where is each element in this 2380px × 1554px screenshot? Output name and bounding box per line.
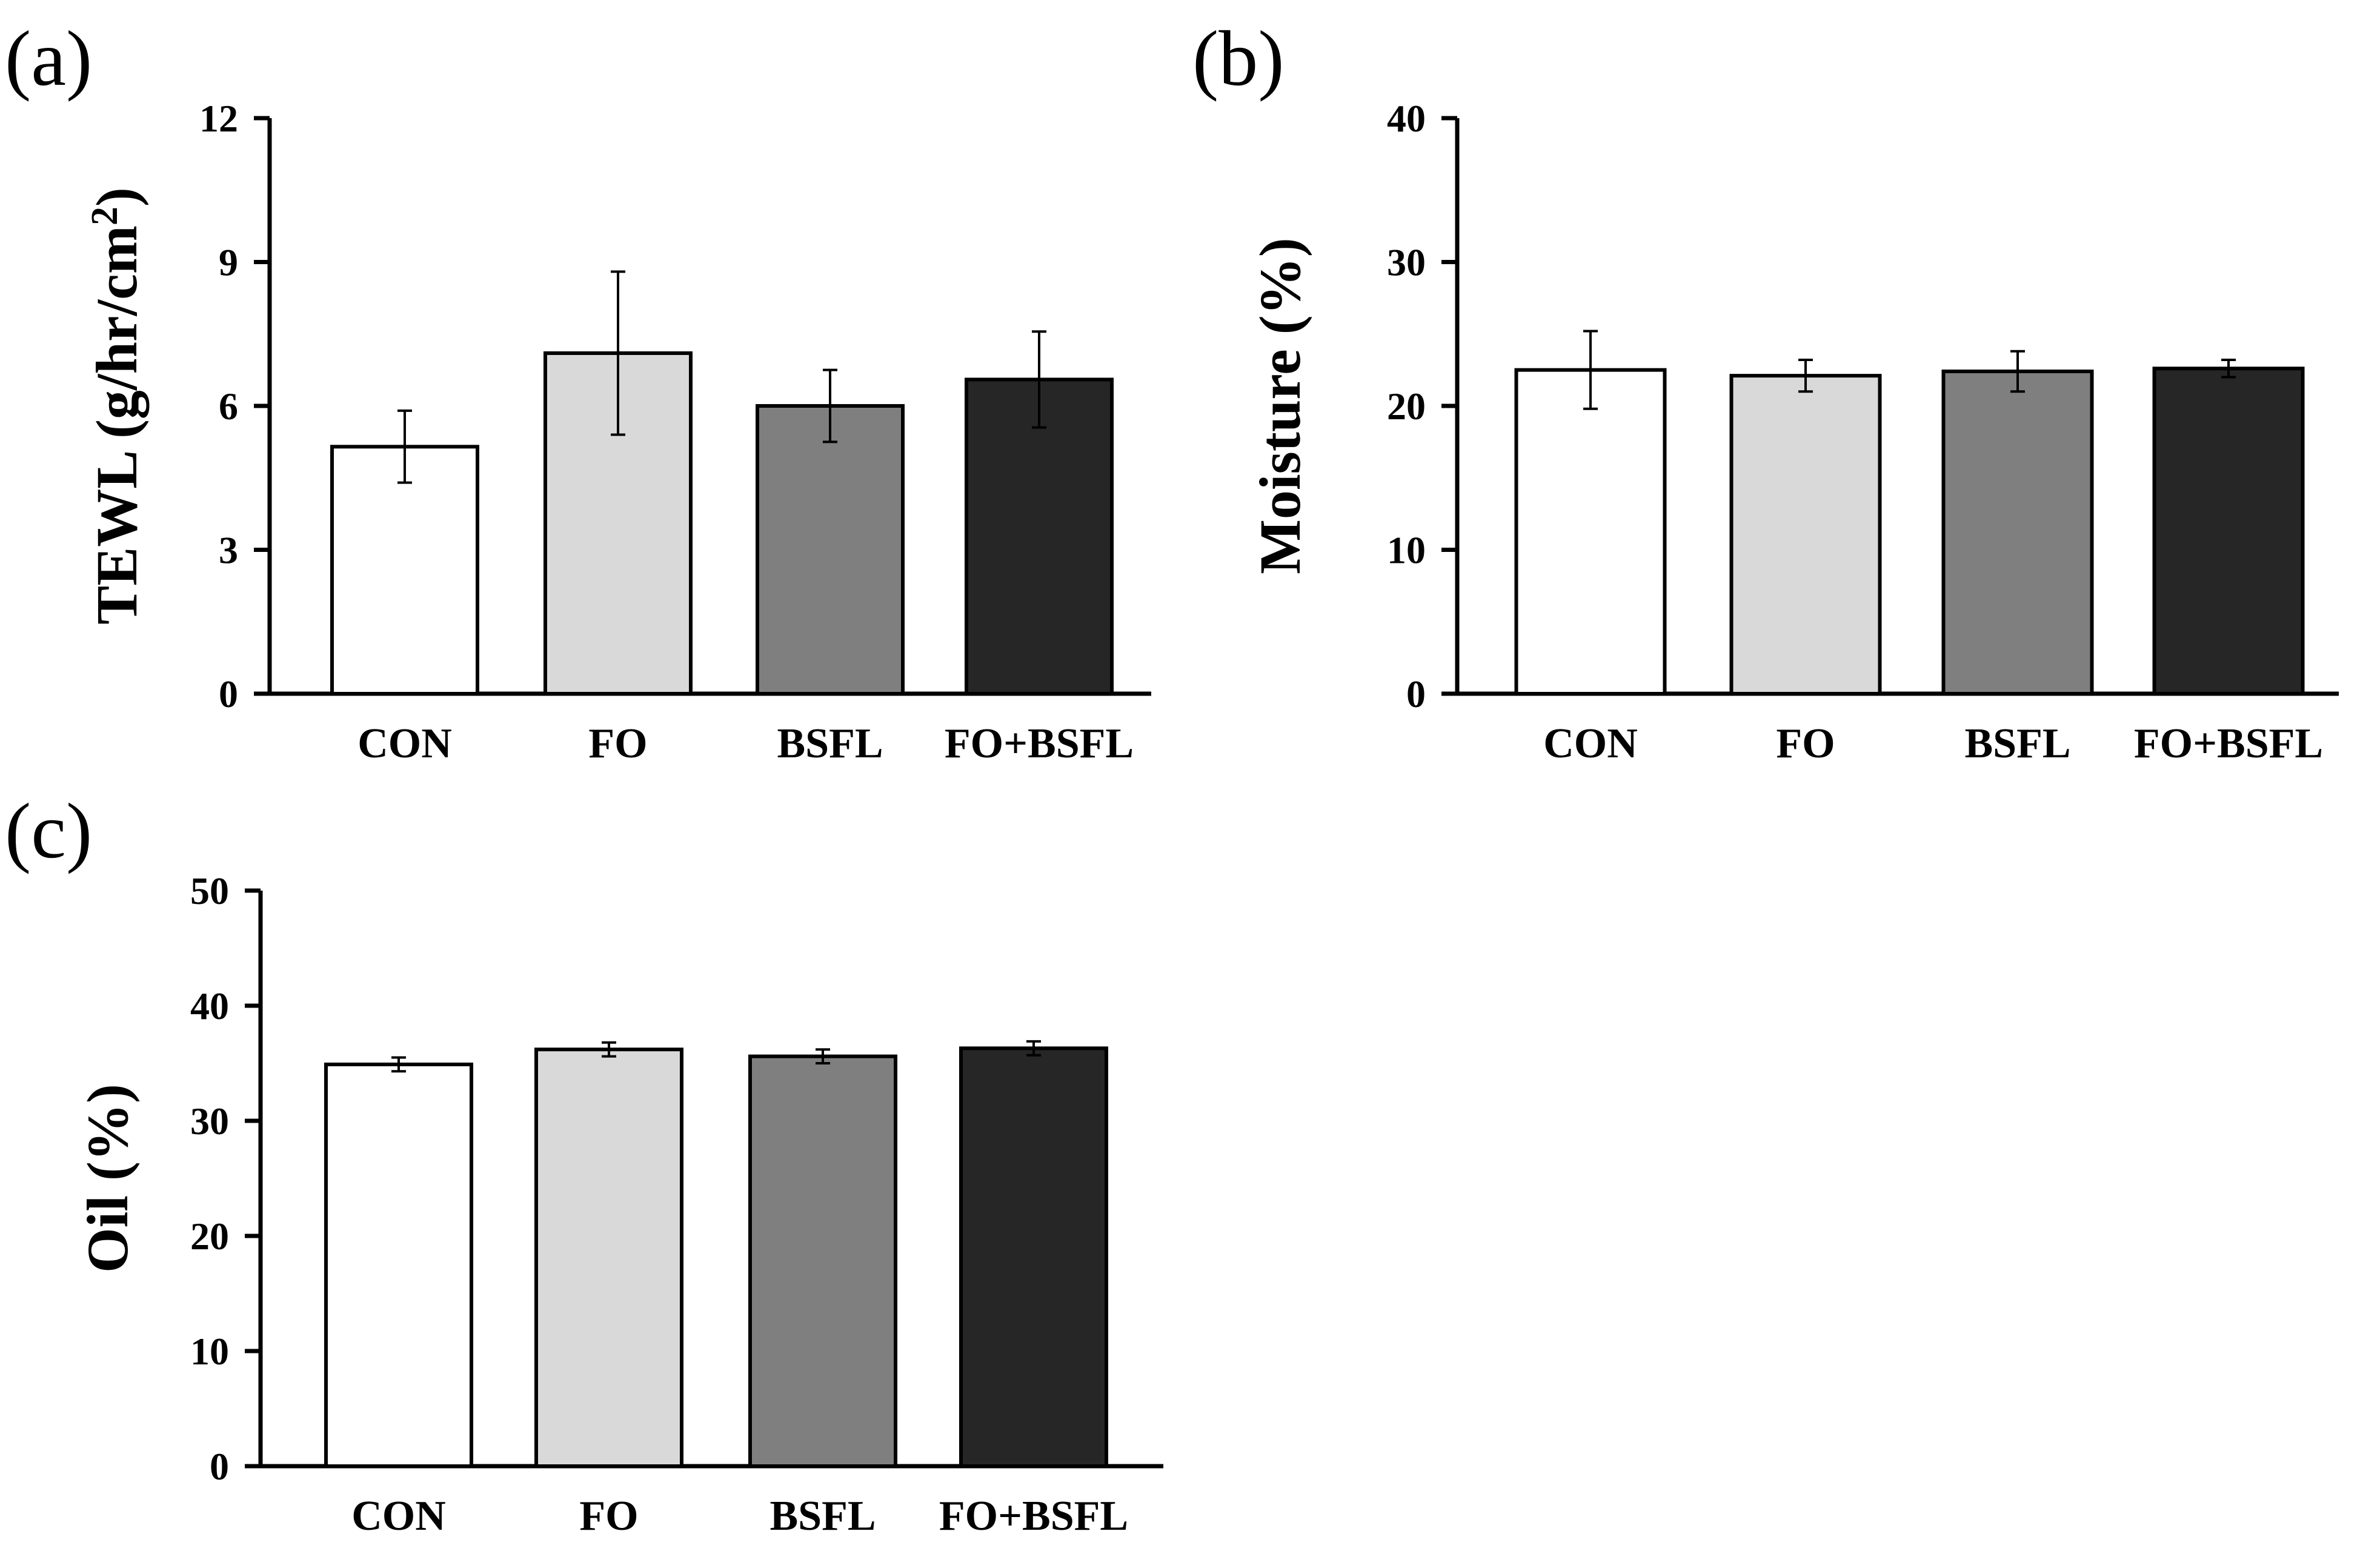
- y-tick-label: 0: [219, 672, 238, 716]
- y-tick-label: 9: [219, 241, 238, 284]
- error-bar: [391, 1056, 406, 1073]
- x-category-label: FO: [588, 720, 647, 767]
- bar-con: [1514, 368, 1667, 696]
- chart-panel-1: (b) 0 10 20 30 40 Moisture (%) CON FO BSFL FO+BSFL: [1192, 15, 2339, 767]
- chart-panel-2: (c) 0 10 20 30 40 50 Oil (%) CON FO BSFL FO+BSFL: [5, 788, 1163, 1539]
- y-axis-title: Moisture (%): [1248, 237, 1312, 574]
- x-category-label: CON: [357, 720, 452, 767]
- bar-fo-plus-bsfl: [959, 1046, 1108, 1469]
- y-tick-label: 30: [1387, 241, 1426, 284]
- y-tick-label: 20: [1387, 385, 1426, 428]
- panel-label: (c): [5, 788, 92, 875]
- error-bar: [816, 1048, 830, 1064]
- error-bar: [397, 409, 412, 484]
- x-category-label: CON: [351, 1493, 446, 1539]
- error-bar: [1032, 330, 1046, 429]
- chart-panel-0: (a) 0 3 6 9 12 TEWL (g/hr/cm2) CON FO BSFL FO+BSFL: [5, 15, 1151, 767]
- y-tick-label: 10: [1387, 529, 1426, 572]
- bar-con: [330, 445, 479, 696]
- panel-label: (b): [1192, 15, 1285, 102]
- error-bar: [602, 1041, 616, 1058]
- y-tick-label: 10: [190, 1330, 229, 1373]
- x-category-label: BSFL: [777, 720, 883, 767]
- error-bar: [611, 270, 625, 436]
- x-category-label: FO: [579, 1493, 638, 1539]
- x-category-label: BSFL: [770, 1493, 876, 1539]
- y-tick-label: 0: [210, 1445, 229, 1488]
- panel-label: (a): [5, 15, 92, 102]
- x-category-label: CON: [1543, 720, 1638, 767]
- bar-con: [324, 1062, 473, 1468]
- y-axis-title: TEWL (g/hr/cm2): [84, 187, 149, 625]
- bar-fo-plus-bsfl: [2152, 367, 2305, 696]
- x-category-label: FO+BSFL: [939, 1493, 1128, 1539]
- bar-bsfl: [748, 1054, 897, 1468]
- y-tick-label: 20: [190, 1215, 229, 1258]
- y-tick-label: 0: [1406, 672, 1426, 716]
- y-tick-label: 40: [190, 985, 229, 1028]
- x-category-label: FO: [1776, 720, 1835, 767]
- error-bar: [1026, 1040, 1041, 1057]
- y-tick-label: 12: [199, 97, 238, 140]
- error-bar: [823, 368, 837, 443]
- y-tick-label: 50: [190, 869, 229, 912]
- y-tick-label: 30: [190, 1100, 229, 1143]
- error-bar: [2221, 359, 2236, 379]
- x-category-label: FO+BSFL: [945, 720, 1134, 767]
- bar-fo: [534, 1048, 683, 1468]
- bar-fo: [1729, 374, 1882, 696]
- y-tick-label: 40: [1387, 97, 1426, 140]
- x-category-label: FO+BSFL: [2134, 720, 2323, 767]
- bar-bsfl: [756, 404, 905, 696]
- y-tick-label: 3: [219, 529, 238, 572]
- x-category-label: BSFL: [1964, 720, 2070, 767]
- bar-fo-plus-bsfl: [965, 377, 1114, 696]
- error-bar: [1798, 359, 1813, 393]
- error-bar: [1583, 330, 1598, 410]
- y-tick-label: 6: [219, 385, 238, 428]
- error-bar: [2010, 350, 2025, 393]
- bar-bsfl: [1941, 370, 2094, 696]
- y-axis-title: Oil (%): [75, 1084, 140, 1273]
